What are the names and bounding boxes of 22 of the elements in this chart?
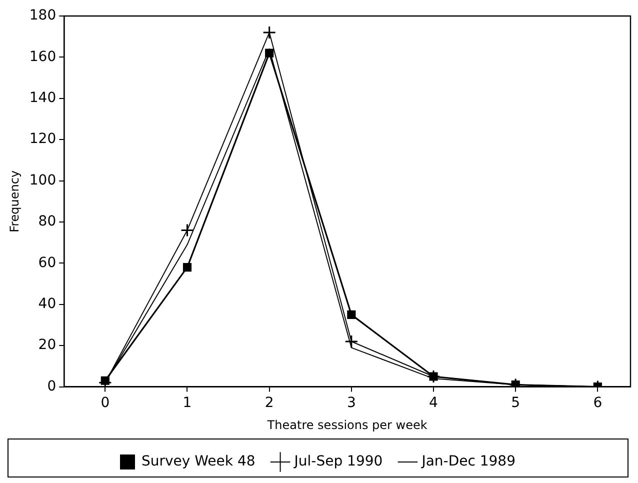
y-tick-label: 80 — [38, 214, 56, 230]
x-tick-label: 5 — [511, 394, 520, 411]
y-tick-label: 40 — [38, 296, 56, 312]
y-tick-label: 120 — [29, 131, 56, 148]
legend-label: Jan-Dec 1989 — [420, 454, 516, 470]
x-tick-label: 6 — [593, 394, 602, 411]
legend-label: Jul-Sep 1990 — [293, 454, 383, 470]
y-tick-label: 180 — [29, 8, 56, 24]
y-tick-label: 140 — [29, 90, 56, 106]
y-axis-title: Frequency — [7, 170, 22, 232]
x-axis-title: Theatre sessions per week — [266, 418, 428, 432]
y-tick-label: 0 — [47, 378, 56, 394]
x-tick-label: 1 — [182, 394, 192, 411]
x-tick-label: 3 — [346, 394, 356, 411]
y-tick-label: 60 — [38, 254, 56, 271]
x-tick-label: 4 — [429, 394, 438, 411]
x-tick-label: 0 — [100, 394, 110, 411]
y-tick-label: 100 — [29, 172, 56, 188]
y-tick-label: 20 — [38, 337, 56, 354]
y-tick-label: 160 — [29, 48, 56, 65]
legend-label: Survey Week 48 — [142, 454, 256, 470]
x-tick-label: 2 — [264, 394, 274, 411]
